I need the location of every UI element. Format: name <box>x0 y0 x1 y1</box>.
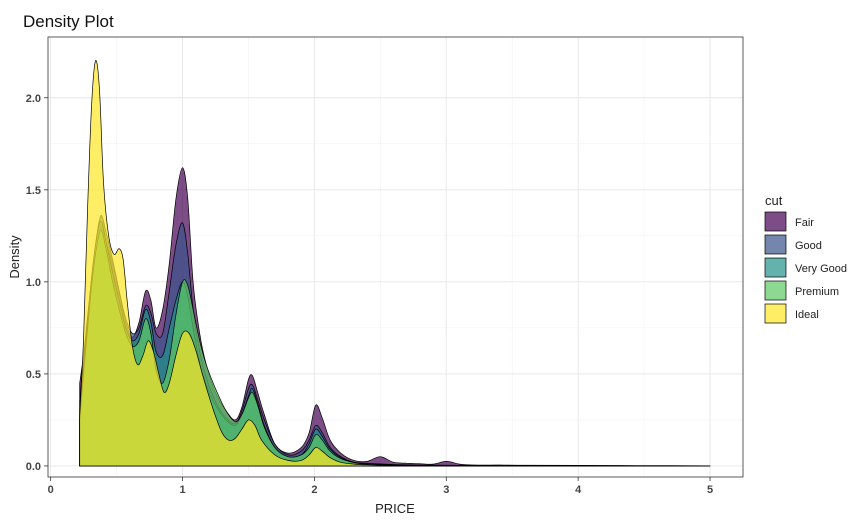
legend-key-very-good <box>764 257 787 278</box>
x-tick-label: 4 <box>575 484 582 496</box>
x-tick-label: 3 <box>443 484 449 496</box>
y-axis: 0.0 0.5 1.0 1.5 2.0 <box>26 93 48 473</box>
legend-label: Premium <box>795 286 839 298</box>
x-tick-label: 5 <box>707 484 713 496</box>
y-tick-label: 2.0 <box>26 93 41 105</box>
y-tick-label: 1.0 <box>26 277 41 289</box>
legend: cut Fair Good Very Good Premium Ideal <box>764 193 847 324</box>
density-area-ideal <box>79 60 710 467</box>
x-tick-label: 0 <box>48 484 54 496</box>
legend-label: Fair <box>795 217 814 229</box>
y-tick-label: 0.0 <box>26 461 41 473</box>
legend-label: Ideal <box>795 309 819 321</box>
legend-title: cut <box>765 193 783 208</box>
x-tick-label: 1 <box>179 484 185 496</box>
y-tick-label: 1.5 <box>26 185 41 197</box>
legend-key-good <box>764 234 787 255</box>
chart-title: Density Plot <box>23 12 114 31</box>
legend-label: Good <box>795 240 822 252</box>
x-axis-title: PRICE <box>375 501 415 516</box>
y-axis-title: Density <box>7 235 22 279</box>
legend-key-premium <box>764 280 787 301</box>
legend-key-ideal <box>764 303 787 324</box>
legend-label: Very Good <box>795 263 847 275</box>
x-axis: 0 1 2 3 4 5 <box>48 477 713 496</box>
legend-key-fair <box>764 211 787 232</box>
x-tick-label: 2 <box>311 484 317 496</box>
density-areas <box>79 60 711 467</box>
y-tick-label: 0.5 <box>26 369 41 381</box>
plot-panel <box>47 36 744 478</box>
